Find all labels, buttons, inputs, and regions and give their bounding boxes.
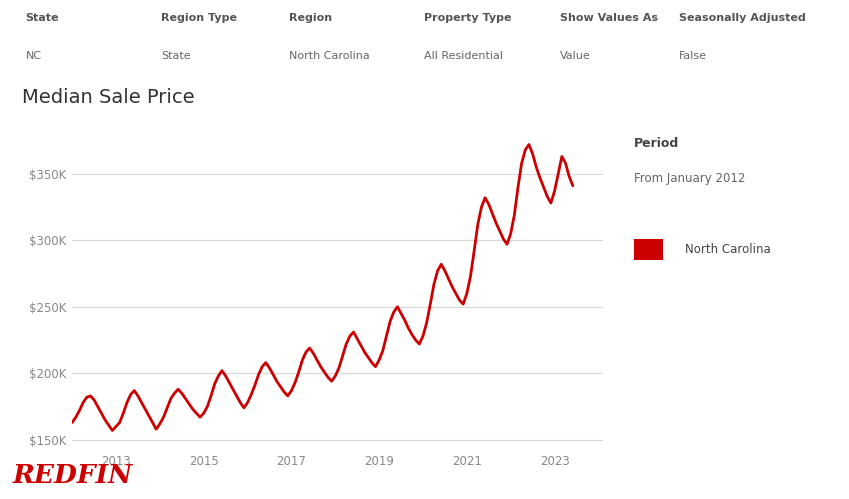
Text: False: False — [679, 51, 707, 61]
Text: Value: Value — [560, 51, 591, 61]
Text: All Residential: All Residential — [424, 51, 503, 61]
Text: North Carolina: North Carolina — [685, 243, 771, 256]
Text: Median Sale Price: Median Sale Price — [22, 88, 195, 107]
Text: State: State — [161, 51, 191, 61]
Text: Period: Period — [633, 137, 678, 150]
Text: From January 2012: From January 2012 — [633, 172, 745, 185]
Text: Show Values As: Show Values As — [560, 13, 658, 23]
Text: Region Type: Region Type — [161, 13, 238, 23]
Text: State: State — [25, 13, 59, 23]
Text: Property Type: Property Type — [424, 13, 512, 23]
Text: Seasonally Adjusted: Seasonally Adjusted — [679, 13, 806, 23]
Text: REDFIN: REDFIN — [13, 463, 132, 488]
Text: North Carolina: North Carolina — [289, 51, 369, 61]
FancyBboxPatch shape — [633, 239, 663, 260]
Text: Region: Region — [289, 13, 332, 23]
Text: NC: NC — [25, 51, 42, 61]
